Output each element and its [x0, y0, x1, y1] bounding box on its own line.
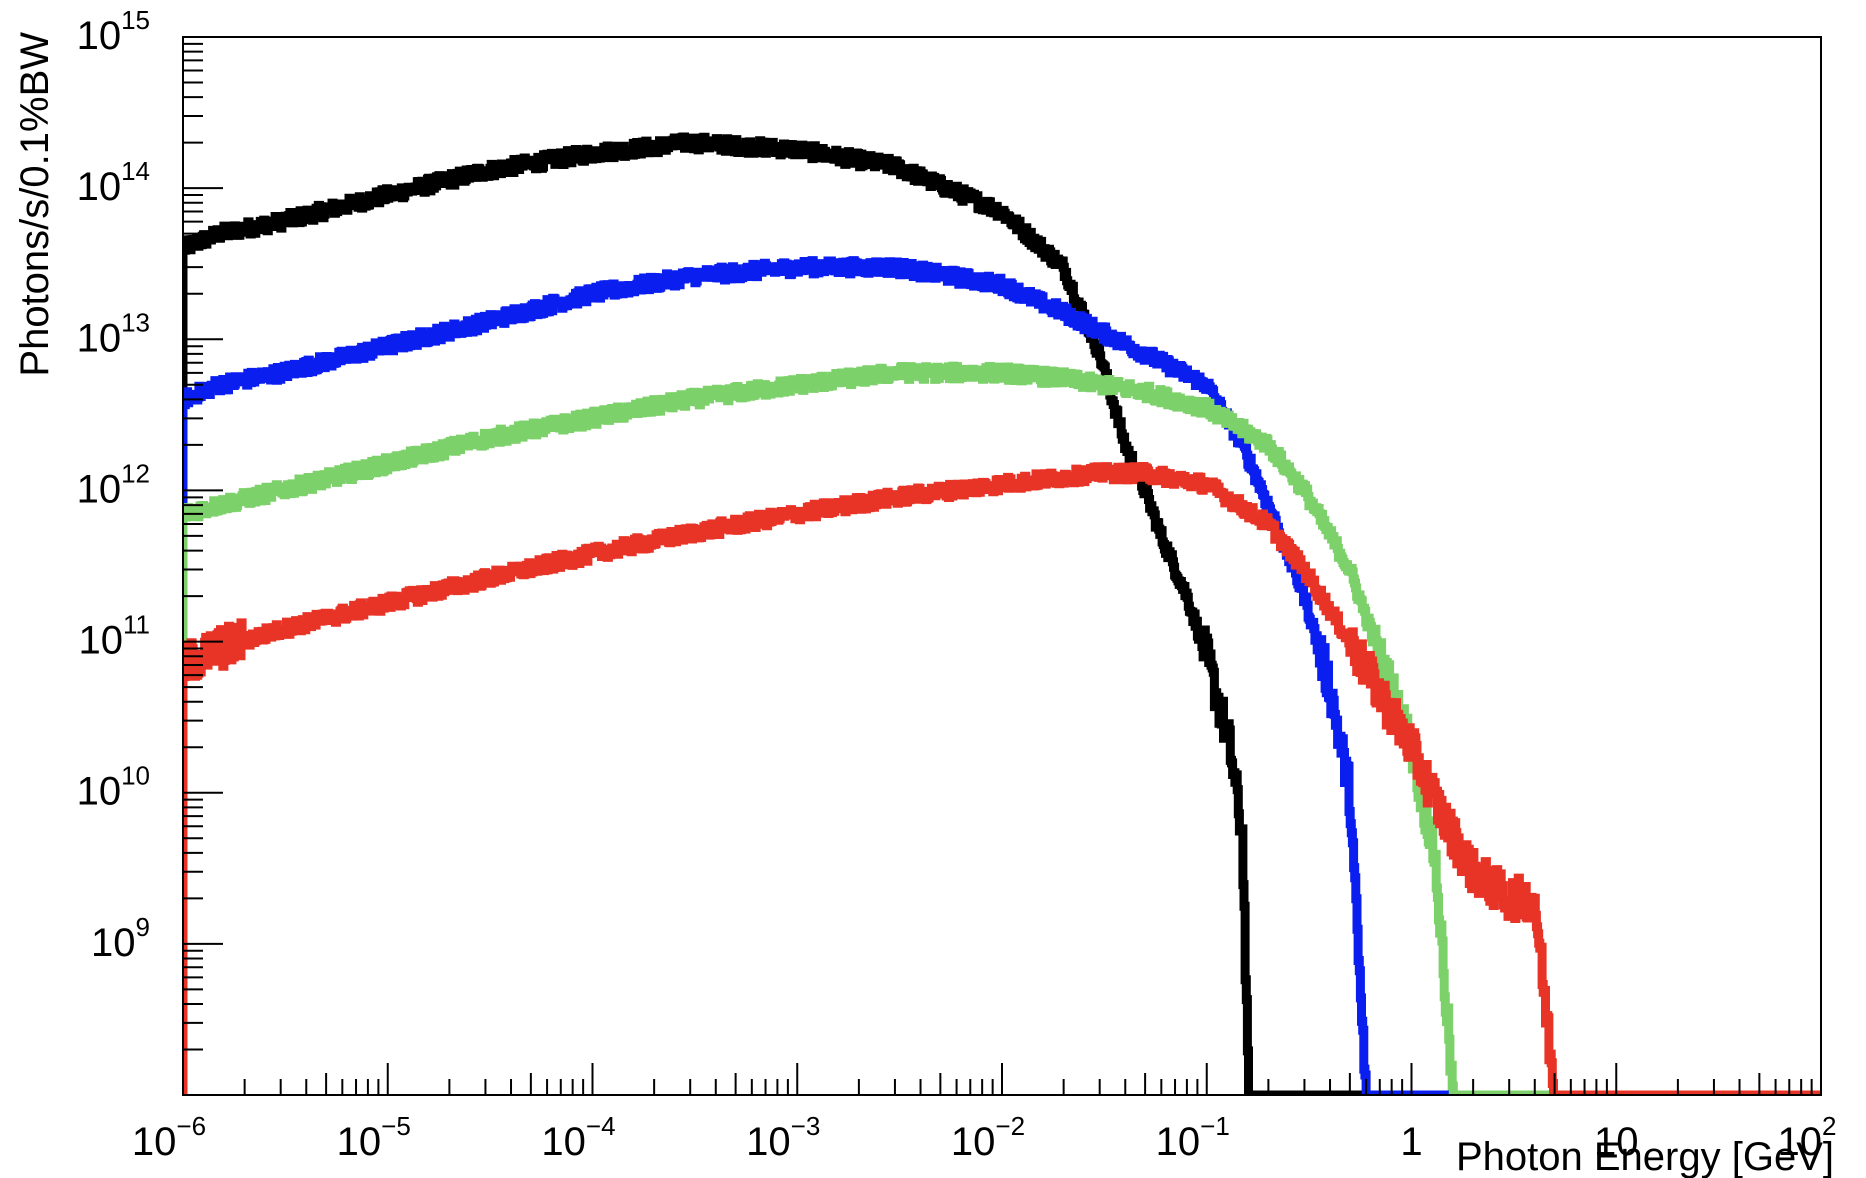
y-tick-label: 1013	[77, 307, 150, 360]
x-tick-label: 10−1	[1156, 1111, 1230, 1164]
x-tick-label: 10−2	[951, 1111, 1025, 1164]
y-tick-label: 1010	[77, 761, 150, 814]
x-tick-label: 1	[1400, 1120, 1422, 1164]
series-line-0	[183, 132, 1253, 1095]
x-tick-label: 10−3	[746, 1111, 820, 1164]
y-tick-label: 1012	[77, 458, 150, 511]
x-tick-label: 10−5	[337, 1111, 411, 1164]
x-tick-label: 102	[1778, 1111, 1837, 1164]
tick-label-layer: 10−6 10−5 10−4 10−3 10−2 10−1 1 10 102 109 1010 101…	[77, 5, 1837, 1164]
series-line-3	[183, 462, 1558, 1095]
x-tick-label: 10	[1594, 1120, 1639, 1164]
x-tick-label: 10−4	[541, 1111, 615, 1164]
series-line-2	[183, 361, 1458, 1095]
x-axis-title: Photon Energy [GeV]	[1456, 1135, 1834, 1178]
y-tick-label: 1014	[77, 156, 150, 209]
y-axis-title: Photons/s/0.1%BW	[13, 32, 57, 377]
y-tick-label: 1015	[77, 5, 150, 58]
y-tick-label: 1011	[79, 610, 151, 663]
x-tick-label: 10−6	[132, 1111, 206, 1164]
tick-layer	[182, 36, 1822, 1096]
series-line-1	[183, 256, 1371, 1095]
y-tick-label: 109	[91, 912, 150, 965]
